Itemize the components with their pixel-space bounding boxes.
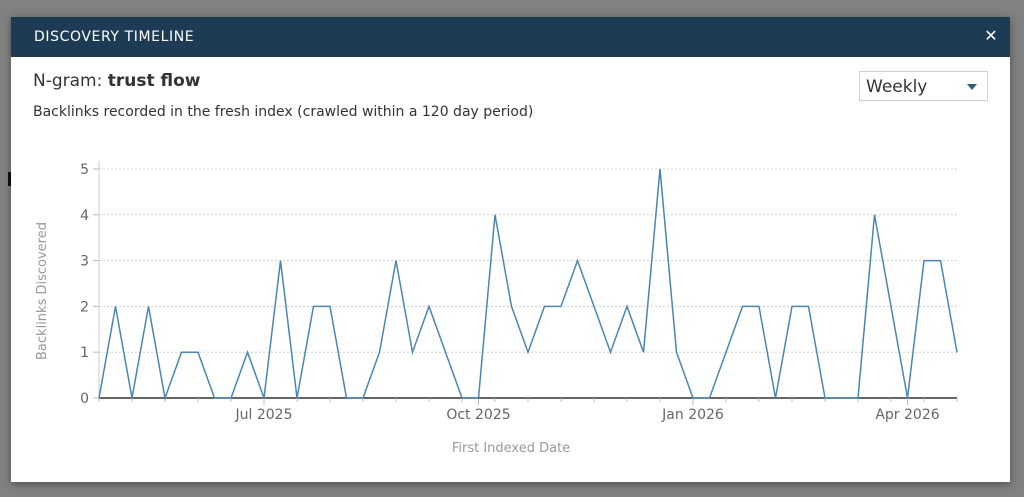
period-select-value: Weekly: [866, 77, 928, 97]
chevron-down-icon: [967, 84, 977, 90]
data-point[interactable]: [460, 396, 465, 401]
discovery-timeline-modal: DISCOVERY TIMELINE ✕ N-gram: trust flow …: [11, 17, 1010, 482]
ngram-label: N-gram:: [33, 71, 103, 91]
period-select[interactable]: Weekly: [859, 71, 988, 101]
x-tick-label: Jul 2025: [235, 407, 293, 423]
data-point[interactable]: [427, 304, 432, 309]
data-point[interactable]: [394, 258, 399, 263]
data-point[interactable]: [575, 258, 580, 263]
y-tick-label: 5: [80, 162, 89, 178]
data-point[interactable]: [856, 396, 861, 401]
data-point[interactable]: [476, 396, 481, 401]
data-point[interactable]: [790, 304, 795, 309]
x-tick-label: Oct 2025: [446, 407, 510, 423]
series-line: [98, 168, 958, 401]
data-point[interactable]: [212, 396, 217, 401]
data-point[interactable]: [922, 258, 927, 263]
y-tick-label: 3: [80, 254, 89, 270]
data-point[interactable]: [641, 350, 646, 355]
data-point[interactable]: [97, 396, 102, 401]
x-tick-label: Apr 2026: [875, 407, 939, 423]
data-point[interactable]: [691, 396, 696, 401]
x-tick-label: Jan 2026: [661, 407, 724, 423]
data-point[interactable]: [344, 396, 349, 401]
data-point[interactable]: [229, 396, 234, 401]
data-point[interactable]: [113, 304, 118, 309]
ngram-term: trust flow: [107, 71, 201, 91]
data-point[interactable]: [443, 350, 448, 355]
chart-subtitle: Backlinks recorded in the fresh index (c…: [33, 104, 534, 120]
data-point[interactable]: [806, 304, 811, 309]
data-point[interactable]: [163, 396, 168, 401]
data-point[interactable]: [196, 350, 201, 355]
data-point[interactable]: [262, 396, 267, 401]
data-point[interactable]: [938, 258, 943, 263]
data-point[interactable]: [658, 167, 663, 172]
close-icon[interactable]: ✕: [984, 26, 998, 45]
y-axis-label: Backlinks Discovered: [35, 222, 50, 360]
y-tick-label: 1: [80, 345, 89, 361]
data-point[interactable]: [955, 350, 960, 355]
data-point[interactable]: [740, 304, 745, 309]
data-point[interactable]: [245, 350, 250, 355]
ngram-heading: N-gram: trust flow: [33, 71, 201, 91]
y-tick-label: 4: [80, 208, 89, 224]
modal-header: DISCOVERY TIMELINE ✕: [11, 17, 1010, 57]
data-point[interactable]: [509, 304, 514, 309]
data-point[interactable]: [493, 212, 498, 217]
data-point[interactable]: [724, 350, 729, 355]
data-point[interactable]: [592, 304, 597, 309]
data-point[interactable]: [773, 396, 778, 401]
data-point[interactable]: [328, 304, 333, 309]
y-tick-label: 2: [80, 299, 89, 315]
data-point[interactable]: [377, 350, 382, 355]
data-point[interactable]: [559, 304, 564, 309]
data-point[interactable]: [278, 258, 283, 263]
data-point[interactable]: [839, 396, 844, 401]
data-point[interactable]: [707, 396, 712, 401]
data-point[interactable]: [542, 304, 547, 309]
data-point[interactable]: [130, 396, 135, 401]
data-point[interactable]: [757, 304, 762, 309]
discovery-timeline-chart: 0 1 2 3 4 5 Jul 2025 Oct 2025 Jan 2026 Apr 2026 B…: [35, 161, 960, 456]
data-point[interactable]: [410, 350, 415, 355]
data-point[interactable]: [625, 304, 630, 309]
data-point[interactable]: [526, 350, 531, 355]
data-point[interactable]: [872, 212, 877, 217]
data-point[interactable]: [905, 396, 910, 401]
data-point[interactable]: [179, 350, 184, 355]
y-tick-label: 0: [80, 391, 89, 407]
data-point[interactable]: [311, 304, 316, 309]
data-point[interactable]: [361, 396, 366, 401]
data-point[interactable]: [823, 396, 828, 401]
data-point[interactable]: [889, 304, 894, 309]
data-point[interactable]: [608, 350, 613, 355]
data-point[interactable]: [146, 304, 151, 309]
modal-title: DISCOVERY TIMELINE: [34, 29, 195, 45]
data-point[interactable]: [295, 396, 300, 401]
data-point[interactable]: [674, 350, 679, 355]
x-axis-label: First Indexed Date: [452, 441, 570, 456]
